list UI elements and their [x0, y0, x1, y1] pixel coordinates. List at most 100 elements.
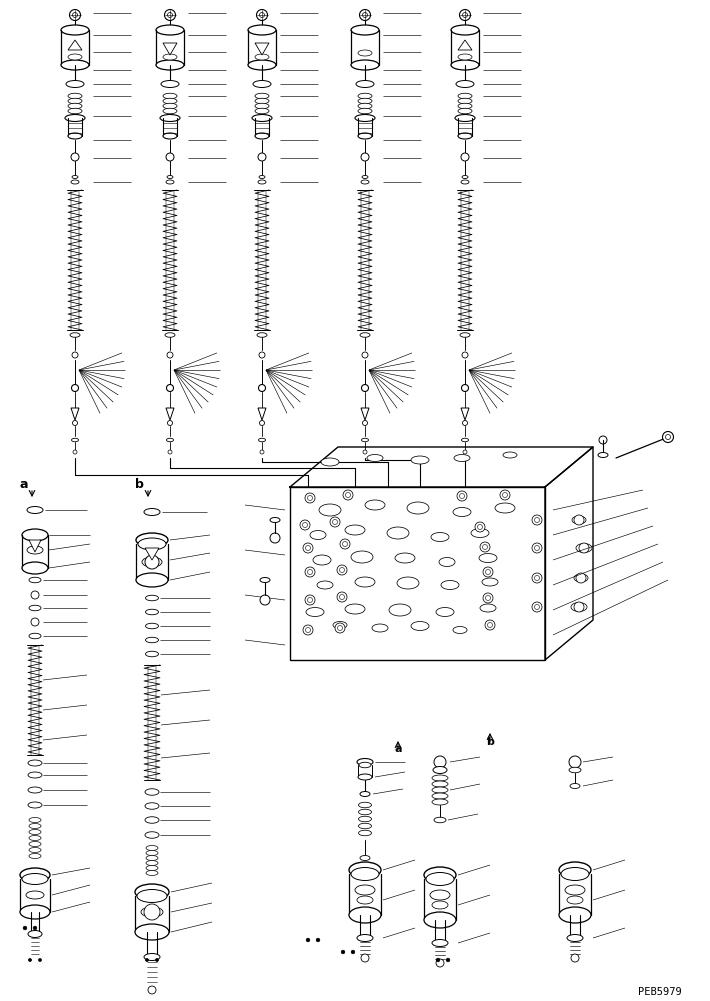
Ellipse shape [29, 824, 41, 829]
Ellipse shape [358, 93, 372, 99]
Ellipse shape [397, 577, 419, 589]
Ellipse shape [462, 438, 469, 441]
Ellipse shape [136, 573, 168, 587]
Ellipse shape [28, 802, 42, 808]
Ellipse shape [29, 830, 41, 835]
Ellipse shape [567, 935, 583, 942]
Ellipse shape [144, 954, 160, 961]
Circle shape [146, 959, 148, 962]
Ellipse shape [432, 787, 448, 793]
Ellipse shape [458, 93, 472, 99]
Circle shape [316, 938, 320, 942]
Ellipse shape [163, 54, 177, 60]
Ellipse shape [61, 25, 89, 35]
Circle shape [478, 525, 483, 530]
Circle shape [576, 573, 586, 583]
Circle shape [303, 625, 313, 635]
Ellipse shape [432, 793, 448, 799]
Polygon shape [145, 548, 159, 560]
Circle shape [258, 384, 266, 391]
Text: b: b [486, 737, 494, 747]
Circle shape [339, 595, 344, 600]
Ellipse shape [360, 332, 370, 337]
Ellipse shape [355, 885, 375, 895]
Circle shape [361, 954, 369, 962]
Circle shape [165, 9, 175, 20]
Circle shape [361, 153, 369, 161]
Ellipse shape [360, 856, 370, 861]
Ellipse shape [28, 787, 42, 793]
Ellipse shape [431, 533, 449, 542]
Ellipse shape [357, 935, 373, 942]
Circle shape [339, 568, 344, 573]
Ellipse shape [358, 108, 372, 114]
Ellipse shape [349, 907, 381, 923]
Circle shape [500, 490, 510, 500]
Ellipse shape [167, 175, 173, 178]
Ellipse shape [255, 98, 269, 104]
Ellipse shape [462, 175, 468, 178]
Circle shape [259, 12, 265, 17]
Ellipse shape [20, 905, 50, 919]
Ellipse shape [426, 873, 454, 886]
Circle shape [38, 959, 41, 962]
Circle shape [31, 591, 39, 599]
Ellipse shape [163, 133, 177, 139]
Circle shape [33, 926, 37, 930]
Ellipse shape [411, 456, 429, 464]
Ellipse shape [257, 332, 267, 337]
Circle shape [167, 384, 173, 391]
Circle shape [535, 546, 540, 551]
Ellipse shape [430, 890, 450, 900]
Circle shape [270, 533, 280, 543]
Ellipse shape [27, 546, 43, 554]
Ellipse shape [163, 93, 177, 99]
Circle shape [303, 543, 313, 553]
Circle shape [361, 384, 368, 391]
Circle shape [72, 420, 77, 425]
Ellipse shape [455, 114, 475, 121]
Circle shape [330, 517, 340, 527]
Circle shape [307, 495, 312, 500]
Ellipse shape [471, 529, 489, 538]
Circle shape [532, 573, 542, 583]
Ellipse shape [68, 133, 82, 139]
Ellipse shape [310, 531, 326, 540]
Ellipse shape [138, 538, 166, 550]
Ellipse shape [361, 438, 368, 441]
Ellipse shape [255, 108, 269, 114]
Ellipse shape [565, 885, 585, 895]
Circle shape [346, 492, 351, 497]
Ellipse shape [145, 789, 159, 795]
Circle shape [488, 623, 493, 628]
Circle shape [307, 570, 312, 575]
Ellipse shape [68, 54, 82, 60]
Circle shape [436, 958, 439, 962]
Ellipse shape [356, 80, 374, 87]
Ellipse shape [22, 562, 48, 574]
Ellipse shape [146, 866, 158, 871]
Circle shape [363, 450, 367, 454]
Ellipse shape [351, 60, 379, 70]
Circle shape [503, 492, 508, 497]
Circle shape [337, 626, 342, 631]
Ellipse shape [458, 133, 472, 139]
Ellipse shape [141, 907, 163, 917]
Circle shape [259, 420, 265, 425]
Ellipse shape [29, 634, 41, 639]
Circle shape [535, 576, 540, 581]
Circle shape [535, 605, 540, 610]
Ellipse shape [458, 103, 472, 109]
Polygon shape [461, 408, 469, 420]
Ellipse shape [142, 557, 162, 567]
Ellipse shape [432, 781, 448, 787]
Polygon shape [255, 43, 269, 55]
Ellipse shape [156, 60, 184, 70]
Circle shape [574, 515, 584, 525]
Ellipse shape [71, 180, 79, 184]
Ellipse shape [319, 504, 341, 516]
Text: a: a [394, 744, 402, 754]
Circle shape [486, 596, 491, 601]
Ellipse shape [255, 133, 269, 139]
Ellipse shape [387, 527, 409, 539]
